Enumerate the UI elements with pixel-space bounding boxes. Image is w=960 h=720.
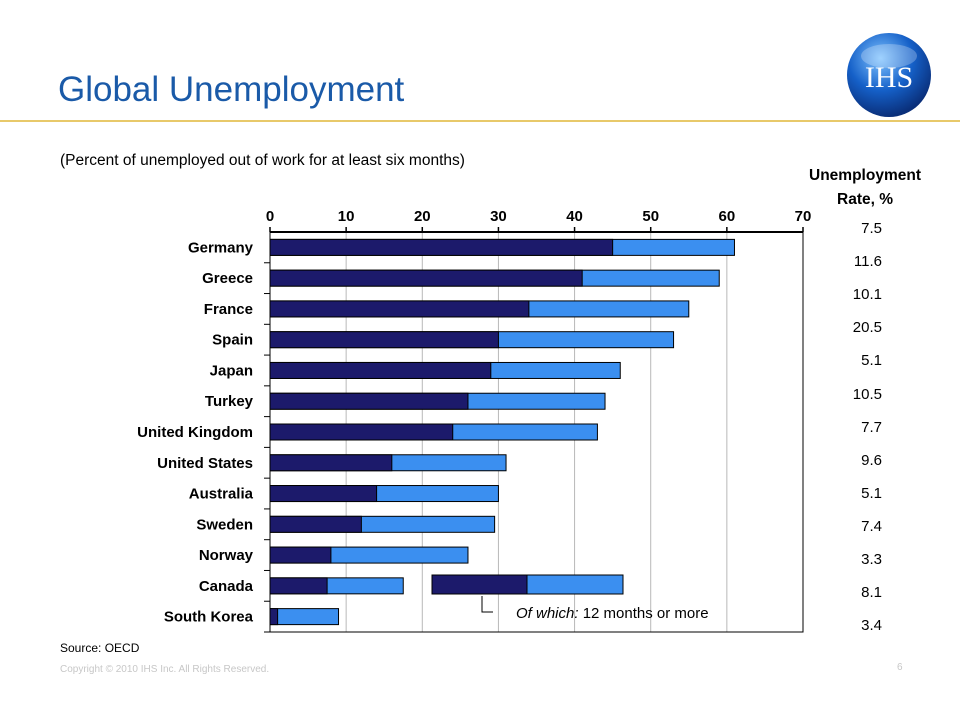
- x-tick-label: 40: [566, 208, 583, 225]
- x-tick-label: 60: [719, 208, 736, 225]
- category-label: Japan: [210, 362, 253, 379]
- x-tick-label: 10: [338, 208, 355, 225]
- bar-twelve-months: [269, 331, 499, 349]
- x-tick-label: 30: [490, 208, 507, 225]
- legend-label: Of which: 12 months or more: [516, 605, 709, 622]
- bar-twelve-months: [269, 269, 583, 287]
- x-tick-label: 20: [414, 208, 431, 225]
- page-title: Global Unemployment: [58, 70, 405, 109]
- globe-icon: [847, 33, 931, 117]
- bar-twelve-months: [269, 577, 328, 595]
- category-label: Germany: [188, 239, 254, 256]
- category-label: Sweden: [196, 516, 253, 533]
- rate-header-line2: Rate, %: [837, 191, 893, 208]
- copyright-note: Copyright © 2010 IHS Inc. All Rights Res…: [60, 664, 270, 675]
- legend-bar-twelve-months: [431, 574, 528, 595]
- category-label: Canada: [199, 578, 254, 595]
- bar-twelve-months: [269, 515, 362, 533]
- source-note: Source: OECD: [60, 641, 140, 655]
- category-label: United Kingdom: [137, 424, 253, 441]
- category-label: Norway: [199, 547, 254, 564]
- x-tick-label: 50: [642, 208, 659, 225]
- category-label: Spain: [212, 332, 253, 349]
- legend-leader-line: [481, 596, 493, 613]
- rate-column-header: Unemployment Rate, %: [790, 164, 940, 212]
- category-label: United States: [157, 455, 253, 472]
- category-label: South Korea: [164, 609, 254, 626]
- bar-twelve-months: [269, 392, 469, 410]
- bar-six-months: [269, 608, 340, 626]
- logo-text: IHS: [865, 61, 913, 94]
- chart-subtitle: (Percent of unemployed out of work for a…: [60, 152, 465, 169]
- bar-twelve-months: [269, 454, 393, 472]
- bar-twelve-months: [269, 608, 279, 626]
- x-tick-label: 0: [266, 208, 274, 225]
- bar-twelve-months: [269, 485, 378, 503]
- bar-twelve-months: [269, 361, 492, 379]
- ihs-logo: IHS: [847, 33, 931, 117]
- x-tick-label: 70: [795, 208, 812, 225]
- bar-twelve-months: [269, 238, 614, 256]
- bar-twelve-months: [269, 300, 530, 318]
- category-label: Turkey: [205, 393, 254, 410]
- category-label: France: [204, 301, 253, 318]
- rate-header-line1: Unemployment: [809, 167, 921, 184]
- bar-twelve-months: [269, 546, 332, 564]
- category-label: Greece: [202, 270, 253, 287]
- title-divider: [0, 120, 960, 122]
- category-label: Australia: [189, 486, 254, 503]
- page-number: 6: [897, 662, 903, 673]
- bar-twelve-months: [269, 423, 454, 441]
